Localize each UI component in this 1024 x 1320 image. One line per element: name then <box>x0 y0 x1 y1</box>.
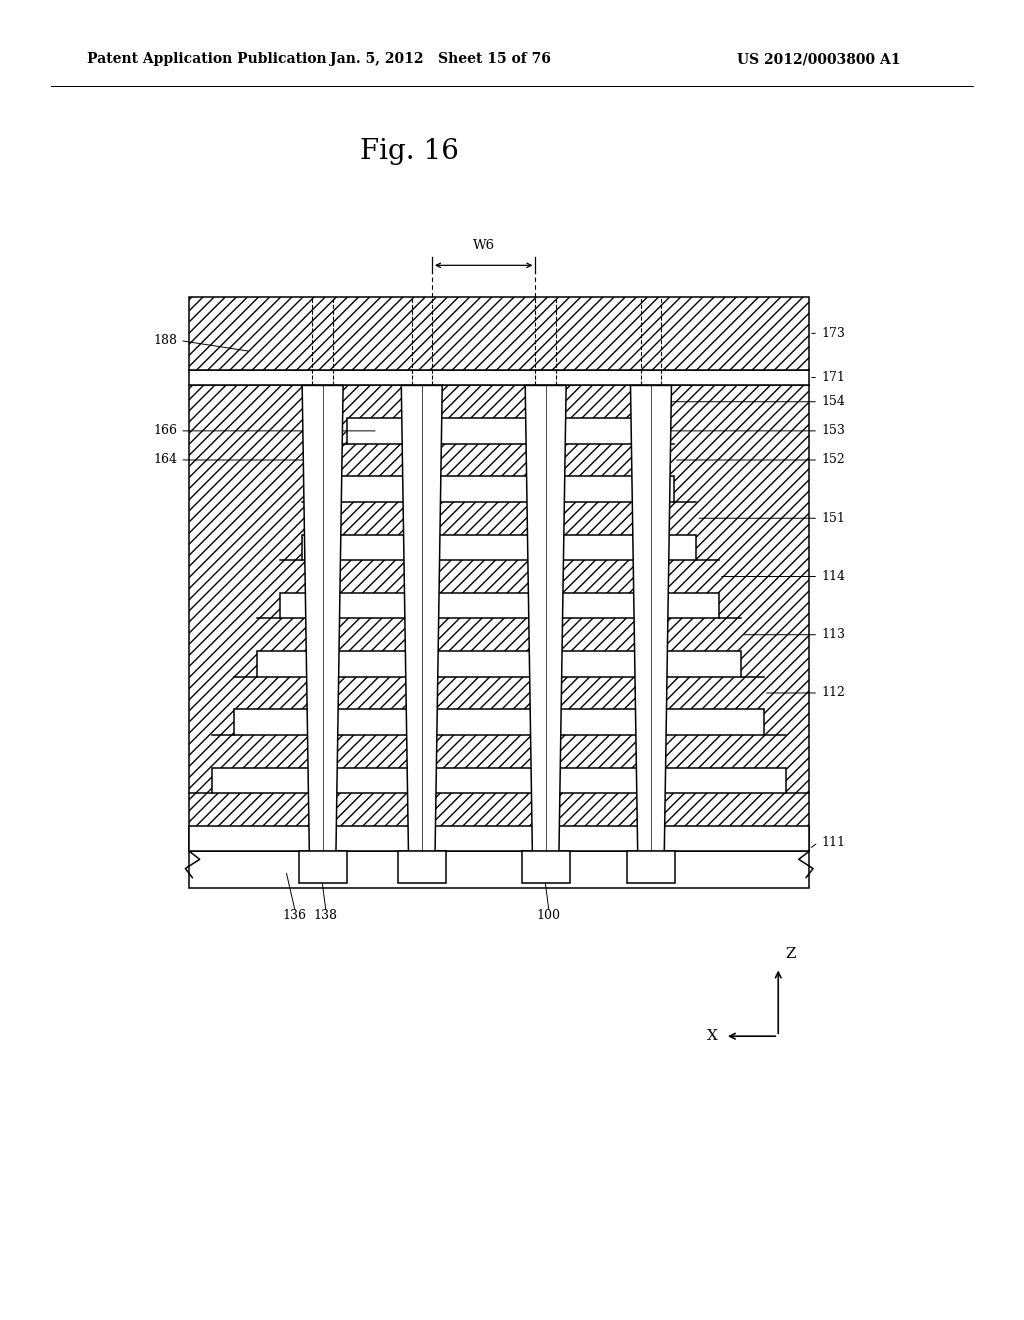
Text: 111: 111 <box>821 836 845 849</box>
Bar <box>189 385 809 851</box>
Text: 166: 166 <box>154 424 177 437</box>
Polygon shape <box>302 385 343 851</box>
Bar <box>280 593 719 618</box>
Bar <box>257 651 741 677</box>
Bar <box>299 851 346 883</box>
Text: 164: 164 <box>154 454 177 466</box>
Text: 114: 114 <box>821 570 845 583</box>
Text: US 2012/0003800 A1: US 2012/0003800 A1 <box>737 53 901 66</box>
Polygon shape <box>631 385 672 851</box>
Bar <box>521 851 569 883</box>
Text: 136: 136 <box>283 909 307 923</box>
Bar <box>189 370 809 385</box>
Text: 100: 100 <box>537 909 561 923</box>
Text: 152: 152 <box>821 454 845 466</box>
Text: 113: 113 <box>821 628 845 642</box>
Text: 138: 138 <box>313 909 338 923</box>
Polygon shape <box>525 385 566 851</box>
Text: Z: Z <box>785 946 796 961</box>
Text: 154: 154 <box>821 395 845 408</box>
Bar <box>189 297 809 370</box>
Bar <box>302 535 696 560</box>
Text: 153: 153 <box>821 424 845 437</box>
Bar <box>234 709 764 735</box>
Text: 173: 173 <box>821 327 845 339</box>
Text: 112: 112 <box>821 686 845 700</box>
Text: W6: W6 <box>473 239 495 252</box>
Text: Fig. 16: Fig. 16 <box>360 139 459 165</box>
Text: 151: 151 <box>821 512 845 525</box>
Bar <box>189 826 809 851</box>
Text: 188: 188 <box>154 334 177 347</box>
Text: X: X <box>707 1030 718 1043</box>
Text: 171: 171 <box>821 371 845 384</box>
Bar <box>397 851 445 883</box>
Bar <box>347 418 651 444</box>
Bar <box>212 767 786 793</box>
Text: Jan. 5, 2012   Sheet 15 of 76: Jan. 5, 2012 Sheet 15 of 76 <box>330 53 551 66</box>
Polygon shape <box>401 385 442 851</box>
Bar <box>325 477 674 502</box>
Bar <box>189 851 809 888</box>
Text: Patent Application Publication: Patent Application Publication <box>87 53 327 66</box>
Bar <box>627 851 675 883</box>
